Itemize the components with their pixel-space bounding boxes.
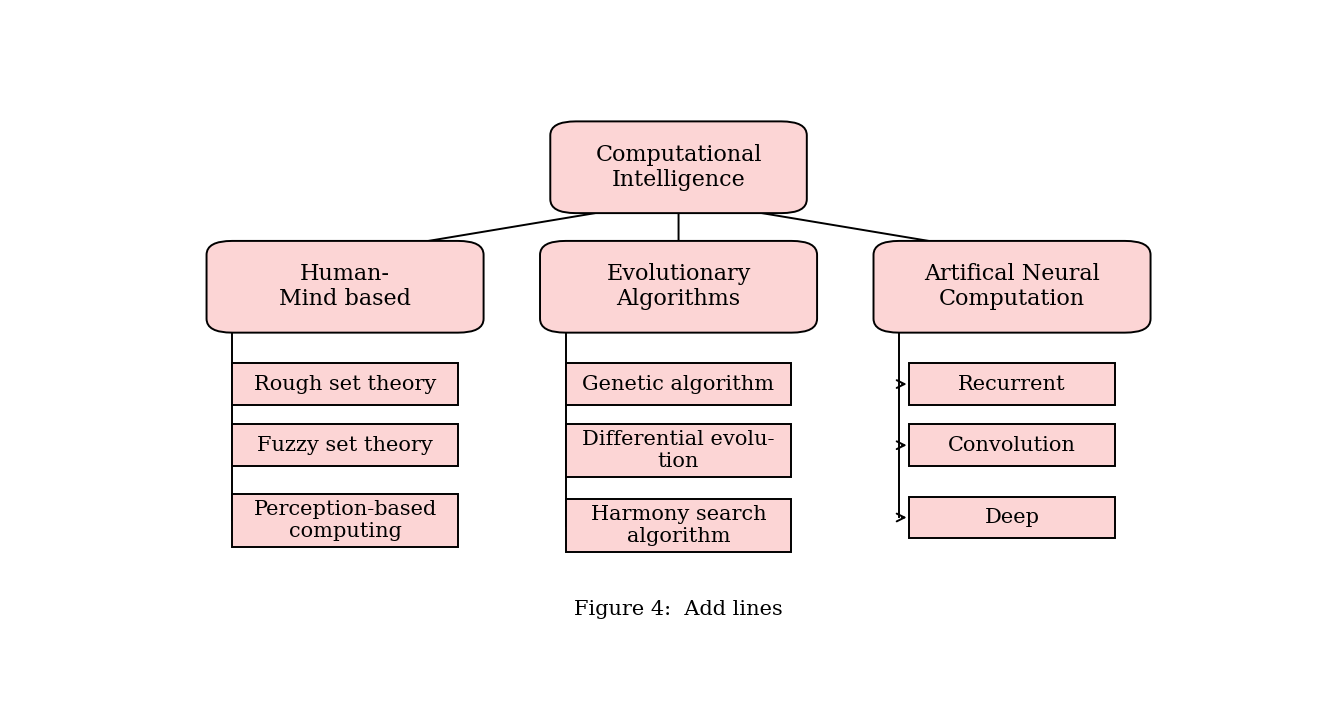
FancyBboxPatch shape — [910, 497, 1115, 539]
FancyBboxPatch shape — [232, 425, 458, 466]
FancyBboxPatch shape — [551, 121, 806, 213]
Text: Human-
Mind based: Human- Mind based — [279, 263, 410, 310]
FancyBboxPatch shape — [565, 363, 792, 405]
FancyBboxPatch shape — [910, 425, 1115, 466]
FancyBboxPatch shape — [540, 241, 817, 333]
FancyBboxPatch shape — [232, 363, 458, 405]
Text: Figure 4:  Add lines: Figure 4: Add lines — [575, 600, 782, 619]
Text: Rough set theory: Rough set theory — [254, 375, 436, 393]
Text: Recurrent: Recurrent — [959, 375, 1066, 393]
Text: Evolutionary
Algorithms: Evolutionary Algorithms — [606, 263, 751, 310]
FancyBboxPatch shape — [565, 425, 792, 477]
Text: Fuzzy set theory: Fuzzy set theory — [257, 435, 433, 455]
FancyBboxPatch shape — [207, 241, 483, 333]
Text: Convolution: Convolution — [948, 435, 1076, 455]
Text: Computational
Intelligence: Computational Intelligence — [596, 144, 761, 191]
Text: Artifical Neural
Computation: Artifical Neural Computation — [924, 263, 1100, 310]
Text: Deep: Deep — [985, 508, 1039, 527]
FancyBboxPatch shape — [565, 500, 792, 552]
Text: Harmony search
algorithm: Harmony search algorithm — [591, 505, 767, 547]
FancyBboxPatch shape — [910, 363, 1115, 405]
Text: Differential evolu-
tion: Differential evolu- tion — [583, 430, 775, 471]
FancyBboxPatch shape — [874, 241, 1151, 333]
Text: Genetic algorithm: Genetic algorithm — [583, 375, 775, 393]
Text: Perception-based
computing: Perception-based computing — [253, 500, 437, 541]
FancyBboxPatch shape — [232, 494, 458, 547]
